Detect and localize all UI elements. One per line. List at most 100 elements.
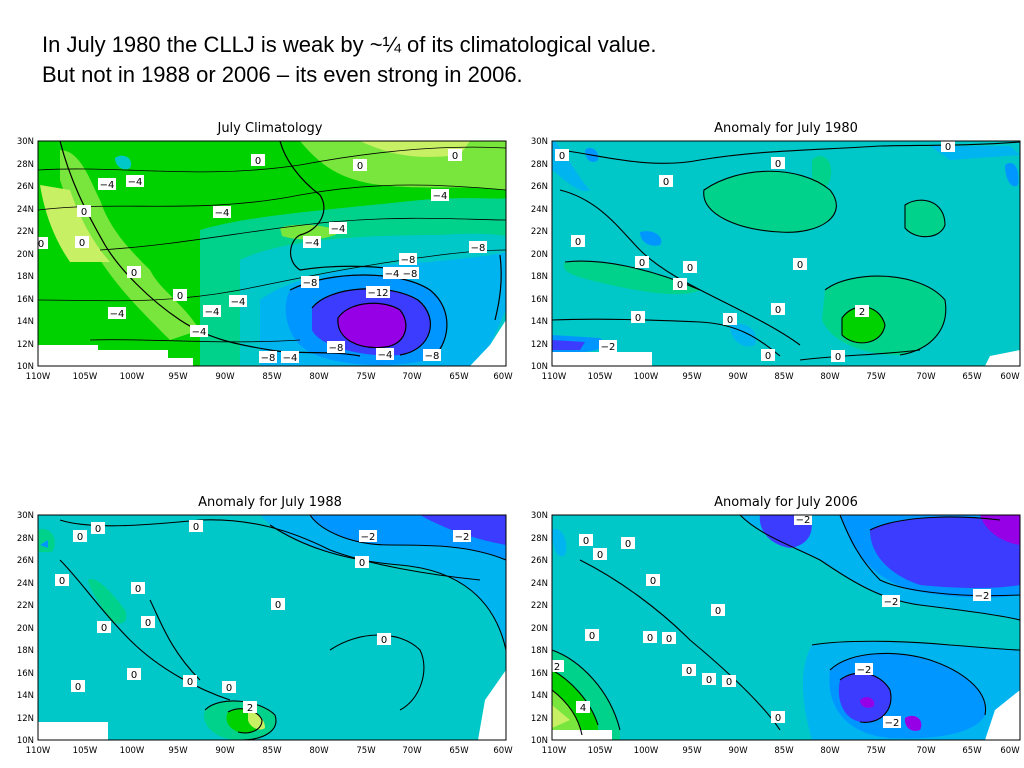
contour-label: −8	[327, 341, 345, 354]
svg-text:10N: 10N	[17, 736, 34, 746]
contour-field: 0 0 0 −4 −4 0 −4 −4 0 0 0 −4 −4 −8 −8 −4…	[38, 141, 506, 366]
svg-text:−2: −2	[796, 515, 811, 526]
svg-text:60W: 60W	[493, 746, 513, 755]
svg-text:70W: 70W	[402, 746, 422, 755]
svg-text:16N: 16N	[531, 669, 548, 679]
svg-text:24N: 24N	[531, 579, 548, 589]
panel-title: Anomaly for July 2006	[714, 495, 858, 510]
svg-text:95W: 95W	[682, 372, 702, 382]
svg-text:0: 0	[59, 576, 65, 587]
contour-label: 0	[55, 574, 69, 587]
svg-text:−4: −4	[378, 350, 393, 361]
svg-text:18N: 18N	[17, 646, 34, 656]
svg-text:0: 0	[635, 313, 641, 324]
contour-label: −2	[359, 530, 377, 543]
contour-label: 0	[831, 350, 845, 363]
contour-label: 0	[711, 604, 725, 617]
contour-label: −2	[599, 340, 617, 353]
contour-label: −12	[366, 286, 390, 299]
anomaly-1980-map: Anomaly for July 1980	[531, 121, 1021, 382]
contour-field: 0 0 0 0 0 0 0 0 0 0 2 0 0 −2 0 0	[552, 141, 1020, 366]
svg-text:100W: 100W	[120, 372, 145, 382]
svg-text:80W: 80W	[309, 746, 329, 755]
contour-label: −4	[329, 222, 347, 235]
svg-text:0: 0	[81, 207, 87, 218]
svg-text:−8: −8	[261, 353, 276, 364]
svg-text:18N: 18N	[531, 272, 548, 282]
contour-label: 0	[71, 680, 85, 693]
contour-label: 0	[631, 311, 645, 324]
svg-text:75W: 75W	[356, 372, 376, 382]
contour-label: 0	[793, 258, 807, 271]
contour-label: −4	[190, 325, 208, 338]
svg-text:70W: 70W	[916, 372, 936, 382]
svg-text:−2: −2	[601, 342, 616, 353]
contour-label: 0	[662, 632, 676, 645]
svg-text:105W: 105W	[73, 746, 98, 755]
svg-text:−12: −12	[367, 288, 388, 299]
contour-label: 0	[91, 522, 105, 535]
svg-text:105W: 105W	[588, 372, 613, 382]
svg-text:20N: 20N	[531, 250, 548, 260]
svg-text:0: 0	[677, 280, 683, 291]
lat-ticks: 30N 28N 26N 24N 22N 20N 18N 16N 14N 12N …	[531, 511, 548, 746]
contour-label: −8	[301, 276, 319, 289]
contour-label: 0	[621, 537, 635, 550]
contour-label: 0	[659, 175, 673, 188]
svg-text:80W: 80W	[820, 372, 840, 382]
svg-text:16N: 16N	[17, 669, 34, 679]
svg-text:22N: 22N	[531, 227, 548, 237]
contour-label: −2	[794, 515, 812, 526]
svg-text:−4: −4	[305, 238, 320, 249]
map-frame	[551, 140, 1021, 367]
svg-text:0: 0	[663, 177, 669, 188]
svg-text:−2: −2	[885, 718, 900, 729]
svg-text:105W: 105W	[73, 372, 98, 382]
svg-text:2: 2	[247, 703, 253, 714]
svg-text:26N: 26N	[531, 182, 548, 192]
svg-text:−4: −4	[192, 327, 207, 338]
contour-label: 0	[593, 548, 607, 561]
contour-label: −4	[126, 175, 144, 188]
contour-label: 0	[353, 159, 367, 172]
svg-text:30N: 30N	[17, 137, 34, 147]
svg-text:75W: 75W	[866, 372, 886, 382]
contour-label: 2	[855, 305, 869, 318]
contour-label: 0	[555, 149, 569, 162]
contour-label: 0	[646, 574, 660, 587]
svg-text:90W: 90W	[215, 372, 235, 382]
contour-label: −2	[855, 663, 873, 676]
contour-label: −4	[383, 267, 401, 280]
contour-field: 0 0 0 −2 −2 0 0 0 0 0 0 0 0 0 0 0 2	[38, 515, 506, 740]
svg-text:24N: 24N	[17, 205, 34, 215]
svg-text:20N: 20N	[531, 624, 548, 634]
svg-text:14N: 14N	[531, 691, 548, 701]
svg-text:18N: 18N	[531, 646, 548, 656]
svg-text:12N: 12N	[531, 714, 548, 724]
svg-text:14N: 14N	[17, 691, 34, 701]
contour-label: 0	[97, 621, 111, 634]
svg-text:0: 0	[726, 677, 732, 688]
contour-label: 0	[173, 289, 187, 302]
contour-label: −8	[401, 267, 419, 280]
svg-text:4: 4	[580, 703, 586, 714]
contour-label: 0	[271, 598, 285, 611]
contour-label: −4	[431, 189, 449, 202]
svg-text:24N: 24N	[531, 205, 548, 215]
panel-title: July Climatology	[216, 121, 322, 136]
contour-label: 0	[73, 530, 87, 543]
contour-label: 0	[635, 256, 649, 269]
contour-label: 0	[643, 631, 657, 644]
contour-label: −4	[376, 348, 394, 361]
svg-text:110W: 110W	[542, 372, 567, 382]
contour-label: −8	[399, 253, 417, 266]
contour-label: −4	[303, 236, 321, 249]
svg-text:0: 0	[193, 522, 199, 533]
contour-labels: 0 0 0 −2 −2 0 0 0 0 0 0 0 0 0 0 0 2	[55, 520, 471, 714]
svg-text:80W: 80W	[309, 372, 329, 382]
panel-title: Anomaly for July 1988	[198, 495, 342, 510]
svg-text:85W: 85W	[774, 746, 794, 755]
anomaly-2006-map: Anomaly for July 2006	[531, 495, 1021, 755]
contour-label: 0	[127, 668, 141, 681]
svg-text:100W: 100W	[634, 746, 659, 755]
